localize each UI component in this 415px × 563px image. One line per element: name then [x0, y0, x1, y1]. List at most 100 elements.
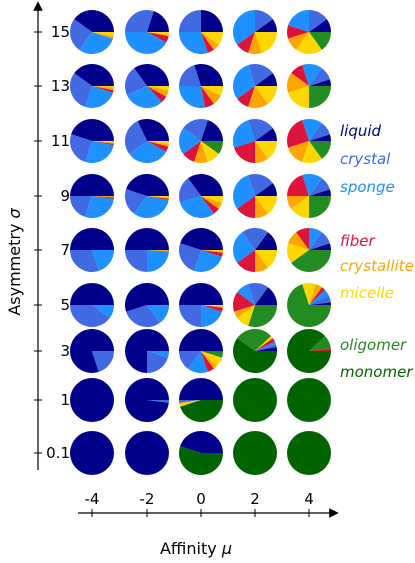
- pie-slice-liquid: [74, 63, 114, 86]
- pie-slice-crystallite: [147, 250, 170, 252]
- pie-slice-liquid: [137, 118, 169, 141]
- pie-mu--2-sigma-3: [125, 329, 169, 373]
- pie-slice-crystallite: [147, 32, 169, 37]
- pie-slice-crystal: [125, 10, 154, 32]
- pie-slice-crystal: [309, 123, 330, 141]
- pie-mu--4-sigma-13: [70, 63, 115, 108]
- pie-slice-liquid: [125, 378, 169, 423]
- pie-slice-crystallite: [147, 86, 169, 97]
- pie-slice-oligomer: [287, 284, 331, 328]
- pie-slice-sponge: [309, 228, 322, 250]
- pie-slice-liquid: [125, 282, 169, 312]
- pie-slice-liquid: [125, 228, 169, 250]
- legend-entry-sponge: sponge: [340, 178, 395, 196]
- pie-slice-micelle: [255, 335, 273, 351]
- pie-mu-4-sigma-0.1: [287, 431, 331, 475]
- pie-slice-sponge: [302, 64, 322, 86]
- y-tick-label: 9: [60, 187, 70, 205]
- pie-slice-monomer: [232, 338, 277, 373]
- pie-mu--2-sigma-9: [125, 174, 170, 219]
- y-tick-label: 15: [51, 23, 70, 41]
- pie-slice-crystallite: [288, 32, 309, 50]
- pie-slice-micelle: [291, 196, 309, 219]
- pie-slice-crystal: [70, 196, 92, 217]
- legend: liquid crystal sponge fiber crystallite micel…: [340, 122, 414, 381]
- pie-slice-oligomer: [309, 32, 331, 50]
- pie-slice-oligomer: [309, 86, 331, 108]
- y-axis-ticks: 15 13 11 9 7 5 3 1 0.1: [34, 23, 70, 462]
- y-tick-label: 13: [51, 77, 70, 95]
- pie-slice-liquid: [179, 283, 223, 305]
- pie-mu-2-sigma-7: [232, 227, 277, 272]
- pie-slice-crystal: [124, 121, 147, 154]
- pie-slice-monomer: [233, 378, 277, 422]
- pie-slice-liquid: [194, 64, 223, 86]
- pie-mu-2-sigma-15: [232, 10, 277, 54]
- pie-slice-fiber: [183, 141, 201, 162]
- pie-slice-micelle: [296, 32, 322, 55]
- y-tick-label: 0.1: [46, 444, 70, 462]
- pie-slice-crystal: [147, 351, 168, 373]
- pie-slice-fiber: [287, 120, 309, 148]
- pie-slice-fiber: [237, 250, 255, 272]
- pie-slice-liquid: [201, 10, 223, 32]
- pie-mu--2-sigma-11: [124, 118, 170, 164]
- pie-slice-crystallite: [92, 86, 114, 91]
- pie-slice-sponge: [129, 141, 167, 164]
- pie-slice-fiber: [201, 250, 223, 257]
- pie-slice-sponge: [233, 120, 255, 148]
- pie-mu-2-sigma-11: [233, 119, 277, 163]
- pie-slice-micelle: [237, 305, 255, 326]
- pie-mu--4-sigma-7: [70, 228, 114, 272]
- pie-slice-fiber: [147, 196, 169, 201]
- pie-slice-crystal: [242, 227, 268, 250]
- pie-slice-oligomer: [309, 196, 331, 218]
- pie-mu--4-sigma-15: [69, 9, 114, 54]
- pie-slice-crystal: [126, 305, 160, 327]
- pie-slice-crystallite: [92, 141, 114, 144]
- pie-slice-crystal: [70, 250, 99, 272]
- pie-slice-micelle: [201, 250, 224, 252]
- pie-slice-liquid: [255, 73, 277, 86]
- pie-slice-crystal: [92, 351, 114, 372]
- pie-mu--2-sigma-7: [125, 228, 170, 272]
- pie-mu-0-sigma-11: [178, 119, 223, 163]
- x-tick-label: 0: [196, 490, 206, 508]
- pie-slice-liquid: [74, 9, 114, 32]
- x-tick-label: 4: [304, 490, 314, 508]
- pie-slice-crystallite: [179, 400, 201, 405]
- pie-slice-fiber: [201, 32, 214, 53]
- pie-slice-oligomer: [309, 335, 331, 351]
- x-tick-label: -2: [140, 490, 155, 508]
- pie-slice-crystal: [179, 243, 201, 271]
- x-tick-label: 2: [250, 490, 260, 508]
- pie-slice-crystallite: [286, 196, 309, 209]
- pie-mu-0-sigma-13: [179, 64, 224, 108]
- pie-slice-sponge: [233, 175, 255, 209]
- legend-entry-crystal: crystal: [340, 150, 391, 168]
- pie-slice-fiber: [233, 292, 255, 312]
- pie-mu-4-sigma-11: [287, 119, 331, 163]
- pie-slice-crystal: [309, 68, 330, 86]
- pie-slice-liquid: [180, 228, 223, 250]
- pie-slice-sponge: [178, 128, 201, 154]
- pie-mu--4-sigma-1: [70, 378, 114, 422]
- pie-slice-sponge: [127, 86, 163, 109]
- pie-slice-liquid: [179, 378, 223, 400]
- pie-slice-oligomer: [248, 305, 277, 327]
- pie-slice-micelle: [302, 283, 316, 305]
- pie-slice-micelle: [147, 196, 170, 198]
- y-tick-label: 11: [51, 132, 70, 150]
- pie-slice-liquid: [188, 173, 223, 196]
- pie-slice-monomer: [233, 431, 277, 475]
- pie-slice-crystal: [179, 178, 201, 203]
- pie-slice-fiber: [237, 196, 255, 219]
- pie-slice-sponge: [147, 351, 169, 358]
- pie-slice-micelle: [255, 32, 277, 53]
- legend-entry-fiber: fiber: [340, 232, 375, 250]
- pie-mu-2-sigma-0.1: [233, 431, 277, 475]
- pie-slice-liquid: [134, 63, 169, 86]
- pie-slice-monomer: [287, 431, 331, 475]
- pie-slice-fiber: [147, 141, 169, 152]
